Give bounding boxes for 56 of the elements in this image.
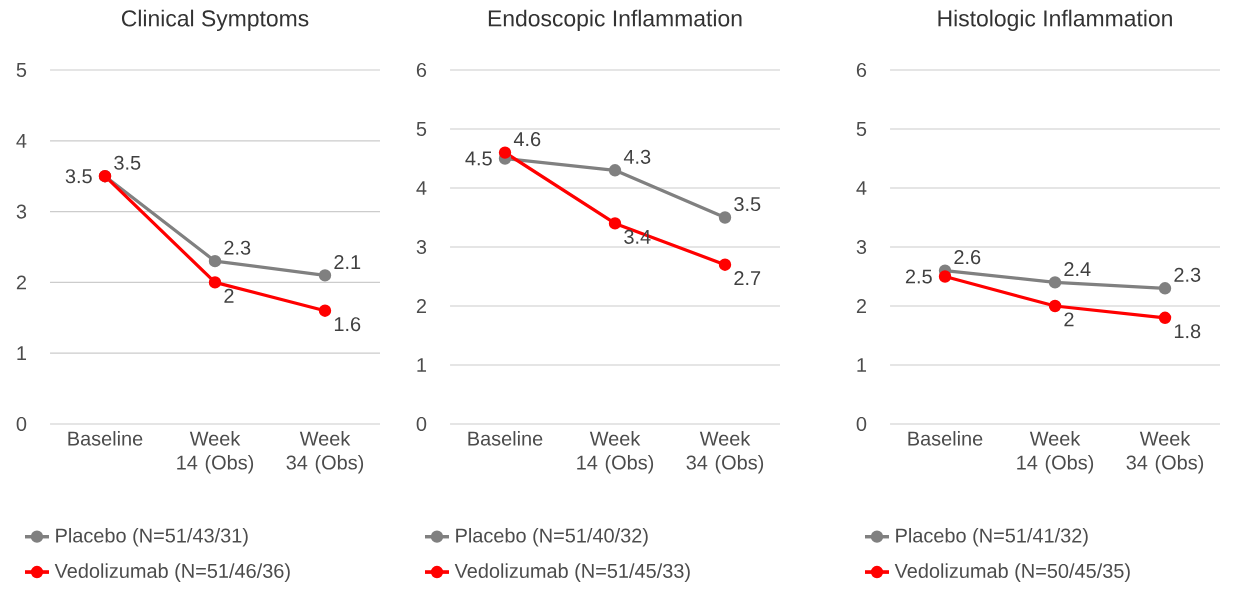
- y-tick-label: 6: [416, 62, 427, 78]
- y-tick-label: 1: [857, 358, 867, 372]
- data-label: 2: [1064, 312, 1074, 327]
- data-label: 3.5: [114, 155, 141, 170]
- data-label: 2.3: [1174, 267, 1201, 282]
- x-tick-label: Week 14 (Obs): [577, 431, 654, 474]
- x-tick-label: Baseline: [908, 431, 983, 446]
- data-label: 3.5: [734, 197, 761, 212]
- x-tick-label: Week 14 (Obs): [1017, 431, 1094, 474]
- data-label: 3.5: [65, 169, 92, 184]
- data-label: 1.8: [1174, 324, 1201, 339]
- y-tick-label: 1: [417, 358, 427, 372]
- data-label: 2.1: [334, 255, 361, 269]
- y-tick-label: 5: [856, 122, 867, 136]
- y-tick-label: 2: [856, 299, 866, 313]
- legend-label: Placebo (N=51/41/32): [896, 527, 1088, 547]
- y-tick-label: 4: [416, 181, 427, 195]
- legend-label: Placebo (N=51/40/32): [456, 527, 648, 547]
- chart-title: Endoscopic Inflammation: [488, 9, 742, 32]
- y-tick-label: 0: [416, 416, 427, 432]
- y-tick-label: 0: [856, 416, 867, 432]
- data-label: 1.6: [334, 317, 361, 332]
- legend-label: Placebo (N=51/43/31): [56, 527, 248, 547]
- data-label: 4.5: [465, 151, 492, 166]
- x-tick-label: Baseline: [68, 431, 143, 446]
- chart-title: Histologic Inflammation: [938, 9, 1172, 32]
- y-tick-label: 5: [16, 63, 27, 77]
- x-tick-label: Week 34 (Obs): [1126, 431, 1204, 474]
- x-tick-label: Week 14 (Obs): [177, 431, 254, 474]
- data-label: 2.7: [734, 271, 761, 286]
- y-tick-label: 2: [416, 299, 426, 313]
- legend-label: Vedolizumab (N=51/46/36): [54, 563, 290, 582]
- y-tick-label: 2: [16, 275, 26, 290]
- data-label: 2.5: [905, 269, 932, 284]
- legend-label: Vedolizumab (N=51/45/33): [454, 563, 690, 582]
- chart-title: Clinical Symptoms: [121, 9, 309, 32]
- legend-label: Vedolizumab (N=50/45/35): [894, 563, 1130, 582]
- y-tick-label: 6: [856, 62, 867, 78]
- y-tick-label: 4: [16, 133, 27, 148]
- y-tick-label: 5: [416, 122, 427, 136]
- y-tick-label: 3: [16, 204, 27, 219]
- x-tick-label: Week 34 (Obs): [686, 431, 764, 474]
- data-label: 2.3: [224, 240, 251, 255]
- data-label: 4.6: [513, 132, 541, 147]
- data-label: 3.4: [624, 229, 651, 244]
- y-tick-label: 4: [856, 181, 867, 195]
- data-label: 4.3: [623, 149, 651, 164]
- x-tick-label: Baseline: [468, 431, 543, 446]
- data-label: 2: [224, 288, 234, 303]
- y-tick-label: 3: [856, 239, 867, 255]
- y-tick-label: 1: [17, 346, 27, 361]
- data-label: 2.4: [1064, 262, 1091, 276]
- data-label: 2.6: [954, 250, 981, 265]
- x-tick-label: Week 34 (Obs): [286, 431, 364, 474]
- y-tick-label: 0: [16, 416, 27, 432]
- y-tick-label: 3: [416, 239, 427, 255]
